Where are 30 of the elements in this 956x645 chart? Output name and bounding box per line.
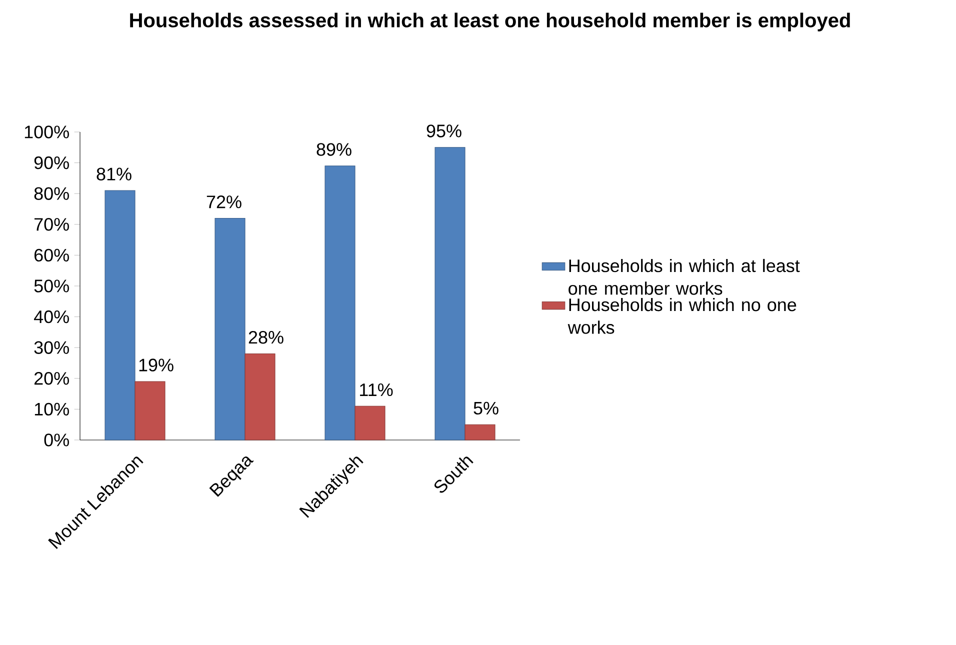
bar (214, 218, 246, 440)
legend-label: Households in which at least one member works (568, 258, 800, 295)
y-tick-label: 100% (24, 126, 69, 138)
data-label: 72% (206, 196, 242, 208)
bar (434, 147, 466, 440)
data-label: 28% (248, 330, 284, 344)
bar (324, 166, 356, 440)
y-tick-label: 80% (34, 187, 69, 200)
y-tick-label: 10% (34, 402, 69, 416)
y-tick-label: 90% (34, 156, 69, 170)
y-tick-label: 60% (34, 248, 69, 262)
data-label: 95% (426, 124, 462, 138)
bar (244, 353, 276, 440)
y-tick-label: 50% (34, 280, 69, 292)
y-tick-label: 40% (34, 310, 69, 324)
data-label: 81% (96, 168, 132, 180)
y-tick-label: 20% (34, 372, 69, 385)
bar (134, 381, 166, 440)
data-label: 11% (360, 383, 393, 396)
data-label: 5% (474, 402, 498, 415)
bar (354, 406, 386, 440)
y-tick-label: 30% (34, 341, 69, 354)
legend-label: Households in which no one works (568, 298, 796, 334)
y-tick-label: 70% (34, 218, 69, 231)
chart-title: Households assessed in which at least one household member is employed (130, 12, 850, 32)
bar (104, 190, 136, 440)
y-tick-label: 0% (44, 434, 69, 446)
bar (464, 424, 496, 440)
data-label: 19% (139, 358, 174, 372)
data-label: 89% (316, 143, 352, 156)
